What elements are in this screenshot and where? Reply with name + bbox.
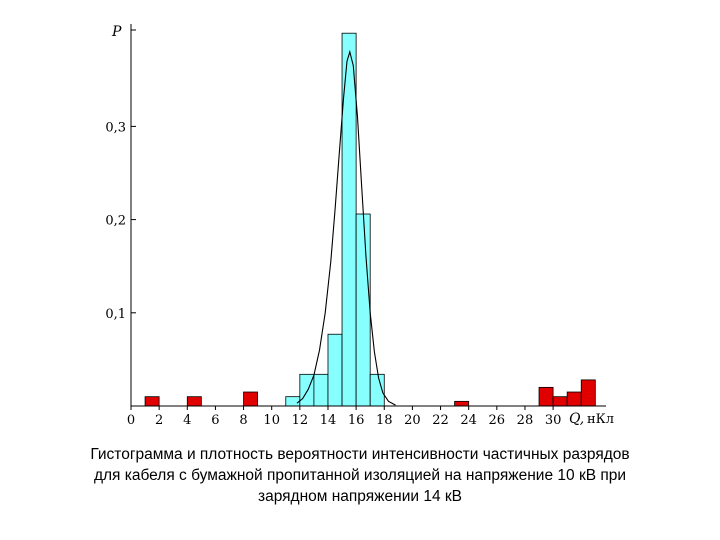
caption-line-2: для кабеля с бумажной пропитанной изоляц… bbox=[93, 467, 627, 484]
histogram-chart: 0,10,20,3 0 2 4 6 8 10 12 14 16 18 20 22 24 26 28 30 P … bbox=[105, 24, 614, 428]
x-ticks: 0 2 4 6 8 10 12 14 16 18 20 22 24 26 28 30 bbox=[127, 406, 562, 428]
y-axis-title: P bbox=[111, 24, 122, 40]
x-tick-label-12: 24 bbox=[460, 413, 477, 428]
x-tick-label-2: 4 bbox=[183, 413, 191, 428]
x-tick-label-13: 26 bbox=[489, 413, 506, 428]
x-tick-label-1: 2 bbox=[155, 413, 163, 428]
x-tick-label-0: 0 bbox=[127, 413, 135, 428]
y-tick-label-1: 0,2 bbox=[105, 214, 126, 229]
x-tick-label-15: 30 bbox=[545, 413, 562, 428]
bar-14 bbox=[580, 379, 596, 407]
x-tick-label-9: 18 bbox=[376, 413, 393, 428]
x-tick-label-11: 22 bbox=[432, 413, 449, 428]
x-tick-label-10: 20 bbox=[404, 413, 421, 428]
bars-layer bbox=[144, 32, 596, 407]
bar-12 bbox=[552, 396, 568, 407]
y-ticks: 0,1 0,2 0,3 bbox=[105, 29, 136, 322]
bar-6 bbox=[327, 333, 343, 407]
bar-0 bbox=[144, 396, 160, 407]
bar-11 bbox=[538, 386, 554, 407]
bar-2 bbox=[243, 391, 259, 407]
x-axis-unit: нКл bbox=[587, 412, 614, 427]
bar-5 bbox=[313, 373, 329, 407]
y-tick-label-2: 0,3 bbox=[105, 120, 126, 135]
caption-line-3: зарядном напряжении 14 кВ bbox=[257, 488, 462, 505]
density-curve-layer bbox=[296, 49, 396, 406]
x-tick-label-8: 16 bbox=[348, 413, 365, 428]
x-tick-label-6: 12 bbox=[292, 413, 309, 428]
x-tick-label-4: 8 bbox=[239, 413, 247, 428]
bar-1 bbox=[186, 396, 202, 407]
bar-10 bbox=[454, 400, 470, 407]
bar-13 bbox=[566, 391, 582, 407]
x-tick-label-7: 14 bbox=[320, 413, 337, 428]
caption-line-1: Гистограмма и плотность вероятности инте… bbox=[90, 446, 630, 463]
x-tick-label-5: 10 bbox=[263, 413, 280, 428]
density-curve bbox=[296, 49, 396, 406]
x-tick-label-3: 6 bbox=[211, 413, 219, 428]
x-tick-label-14: 28 bbox=[517, 413, 534, 428]
bar-3 bbox=[285, 396, 301, 407]
x-axis-title: Q, bbox=[569, 411, 584, 427]
bar-8 bbox=[355, 213, 371, 407]
chart-caption: Гистограмма и плотность вероятности инте… bbox=[20, 444, 700, 507]
y-tick-label-0: 0,1 bbox=[105, 307, 126, 322]
